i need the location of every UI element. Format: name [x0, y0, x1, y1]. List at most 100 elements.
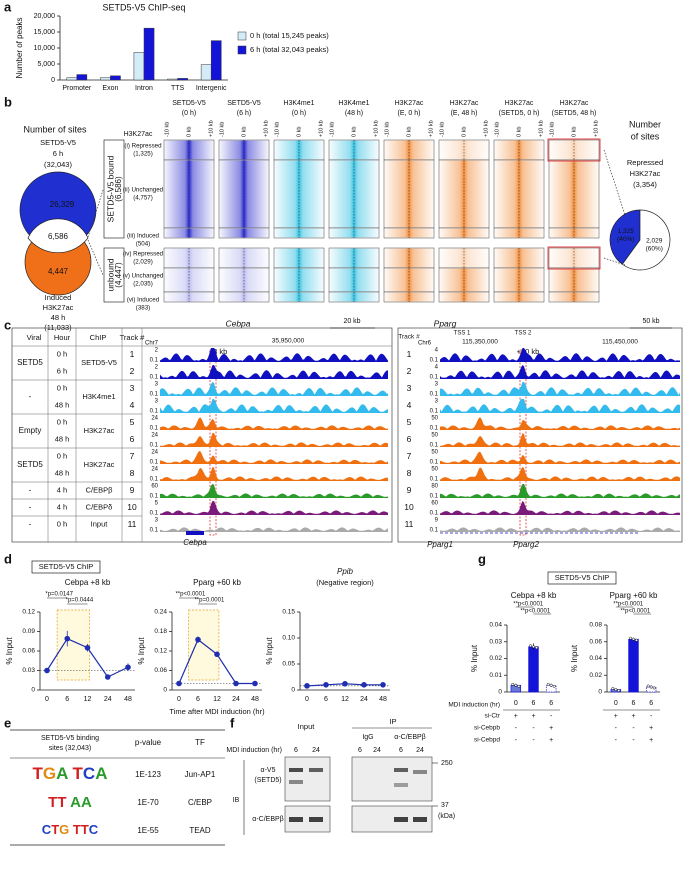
- tf-cell: TEAD: [189, 826, 211, 835]
- bar: [110, 75, 121, 81]
- column-tick: +10 kb: [373, 120, 379, 137]
- lane-label: 6: [399, 747, 403, 754]
- track-signal: [440, 433, 680, 447]
- pie-slice: [609, 209, 641, 265]
- track-signal: [440, 484, 680, 498]
- highlight-box: [188, 609, 220, 681]
- blot: [284, 756, 331, 802]
- gene-label: Pparg2: [513, 540, 539, 549]
- x-tick-label: 6: [632, 700, 636, 707]
- track-min: 0.1: [150, 477, 159, 483]
- y-tick-label: 0.18: [154, 628, 167, 635]
- panel-letter: b: [4, 94, 12, 109]
- si-mark: +: [614, 713, 618, 720]
- column-title: (E, 48 h): [451, 110, 478, 117]
- track-signal: [160, 365, 388, 379]
- row-label: (iv) Repressed: [123, 251, 164, 258]
- bar: [143, 27, 155, 81]
- column-tick: -10 kb: [164, 122, 170, 137]
- track-signal: [160, 467, 388, 481]
- rule: [603, 257, 626, 266]
- p-value-cell: 1E-70: [137, 798, 159, 807]
- label: H3K27ac: [43, 303, 74, 312]
- column-title: (SETD5, 0 h): [499, 110, 540, 117]
- y-tick-label: 0: [163, 687, 167, 694]
- column-title: H3K27ac: [505, 100, 534, 107]
- si-mark: -: [515, 725, 518, 732]
- column-tick: 0 kb: [186, 127, 192, 137]
- track-min: 0.1: [150, 409, 159, 415]
- y-tick-label: 0.06: [589, 638, 602, 645]
- x-tick-label: 24: [104, 696, 112, 703]
- track-signal: [440, 527, 680, 532]
- blot-band: [394, 783, 408, 787]
- label: Repressed: [627, 158, 663, 167]
- hour-label: 0 h: [57, 417, 67, 426]
- y-tick-label: 0.06: [22, 648, 35, 655]
- heatmap-signal: [164, 228, 214, 238]
- column-tick: +10 kb: [263, 120, 269, 137]
- x-tick-label: 6: [196, 696, 200, 703]
- coord-label: 115,350,000: [462, 339, 498, 346]
- hour-label: 48 h: [55, 468, 70, 477]
- si-mark: -: [615, 725, 618, 732]
- track-number: 6: [130, 434, 135, 444]
- label: 48 h: [51, 313, 66, 322]
- x-tick-label: TTS: [171, 85, 185, 92]
- label: Input: [298, 722, 316, 731]
- motif-logo: CTG TTC: [42, 822, 99, 837]
- y-tick-label: 0.02: [589, 672, 602, 679]
- track-min: 0.1: [430, 477, 439, 483]
- track-number: 1: [130, 349, 135, 359]
- track-signal: [440, 348, 680, 362]
- point: [125, 664, 131, 671]
- y-tick-label: 20,000: [34, 13, 56, 20]
- p-value: **p<0.0001: [520, 609, 551, 615]
- track-signal: [160, 382, 388, 396]
- y-tick-label: 0.15: [282, 609, 295, 616]
- track-number: 10: [127, 502, 137, 512]
- label: MDI induction (hr): [226, 747, 282, 754]
- point: [176, 680, 182, 687]
- bar: [545, 684, 557, 693]
- bar: [528, 646, 539, 693]
- track-number: 1: [407, 349, 412, 359]
- track-signal: [160, 484, 388, 498]
- track-signal: [160, 527, 388, 532]
- track-max: 3: [435, 399, 439, 405]
- column-header: Viral: [27, 333, 42, 342]
- point: [64, 635, 71, 642]
- scale-label: 50 kb: [642, 318, 659, 325]
- column-tick: -10 kb: [494, 122, 500, 137]
- column-title: H3K27ac: [450, 100, 479, 107]
- column-title: H3K4me1: [283, 100, 314, 107]
- coord-label: 35,950,000: [272, 338, 305, 345]
- column-tick: 0 kb: [296, 127, 302, 137]
- panel-letter: e: [4, 715, 11, 730]
- column-tick: +10 kb: [538, 120, 544, 137]
- track-min: 0.1: [150, 375, 159, 381]
- point: [304, 683, 310, 689]
- track-min: 0.1: [150, 494, 159, 500]
- y-tick-label: 0.04: [589, 655, 602, 662]
- x-tick-label: 48: [251, 696, 259, 703]
- heatmap-signal: [274, 228, 324, 238]
- track-signal: [160, 451, 388, 464]
- track-max: 50: [431, 433, 438, 439]
- heatmap-signal: [439, 228, 489, 238]
- y-tick-label: 0.24: [154, 609, 167, 616]
- replicate-dot: [632, 637, 635, 641]
- heatmap-signal: [274, 292, 324, 302]
- p-value: **p<0.0001: [513, 602, 544, 608]
- replicate-dot: [511, 682, 515, 686]
- section-title: Number: [629, 119, 661, 129]
- x-tick-label: 24: [232, 696, 240, 703]
- track-signal: [440, 365, 680, 379]
- track-min: 0.1: [150, 443, 159, 449]
- si-mark: -: [532, 737, 535, 744]
- track-max: 50: [431, 450, 438, 456]
- label: α-C/EBPβ: [394, 734, 425, 741]
- column-tick: -10 kb: [329, 122, 335, 137]
- track-min: 0.1: [430, 494, 439, 500]
- track-max: 80: [431, 484, 438, 490]
